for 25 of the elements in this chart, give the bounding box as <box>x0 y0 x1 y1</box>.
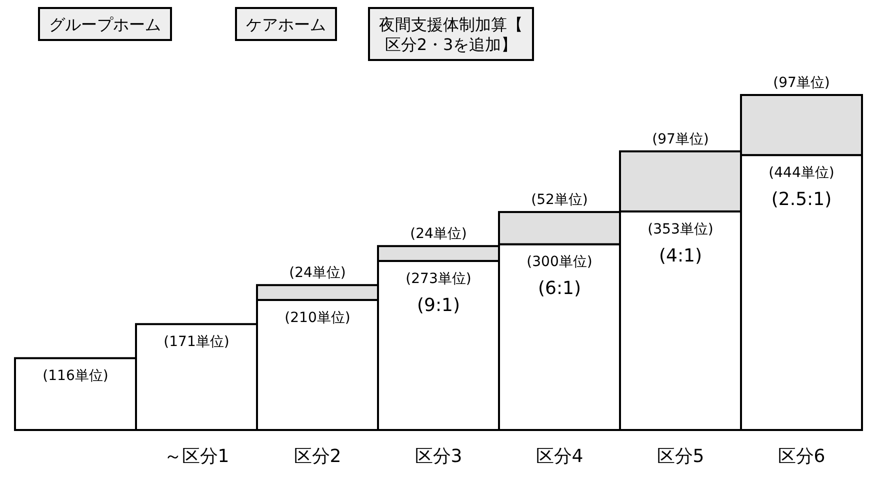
x-tick-label: 区分4 <box>536 446 584 467</box>
x-tick-label: 区分6 <box>778 446 826 467</box>
text: グループホーム <box>49 15 161 34</box>
x-tick-label: ～区分1 <box>164 446 230 467</box>
x-tick-label: 区分2 <box>294 446 342 467</box>
data-label: (24単位) <box>410 226 467 242</box>
data-label: (300単位) <box>526 254 592 270</box>
text: ケアホーム <box>246 15 326 34</box>
data-label: (210単位) <box>284 310 350 326</box>
data-label: (97単位) <box>652 131 709 148</box>
annotation: (2.5:1) <box>771 189 832 210</box>
data-label: (116単位) <box>42 368 108 384</box>
x-tick-label: 区分5 <box>656 446 704 467</box>
text: 夜間支援体制加算【区分2・3を追加】 <box>379 15 523 54</box>
data-label: (273単位) <box>406 270 472 287</box>
annotation: (6:1) <box>538 278 582 300</box>
data-label: (97単位) <box>773 75 830 91</box>
data-label: (171単位) <box>164 334 230 350</box>
data-label: (353単位) <box>648 221 714 238</box>
x-tick-label: 区分3 <box>414 446 462 467</box>
data-label: (444単位) <box>768 165 834 182</box>
annotation: (4:1) <box>658 245 702 266</box>
annotation: (9:1) <box>416 294 460 316</box>
data-label: (24単位) <box>289 265 346 282</box>
data-label: (52単位) <box>531 192 588 208</box>
